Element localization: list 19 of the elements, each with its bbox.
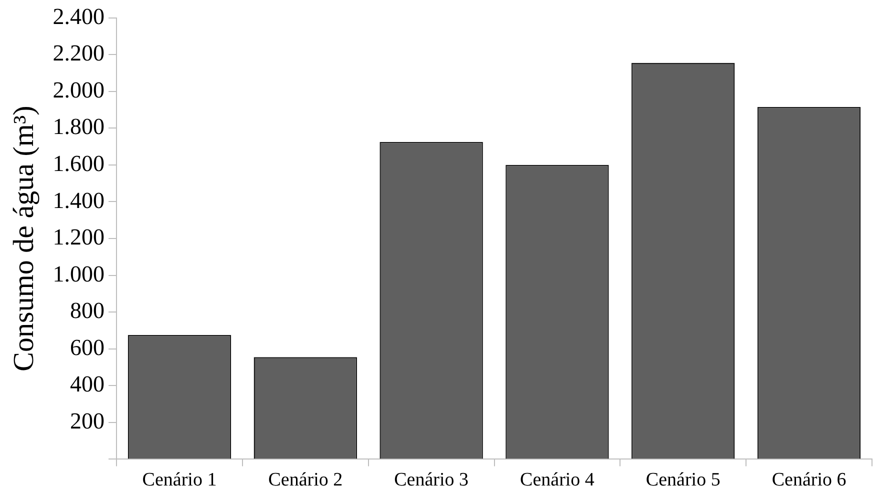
y-tick-label: 1.000 — [52, 261, 105, 286]
y-tick-label: 200 — [70, 408, 105, 434]
x-tick-label: Cenário 6 — [772, 470, 846, 491]
y-tick-label: 2.200 — [52, 40, 105, 66]
y-tick-label: 400 — [70, 372, 105, 397]
y-tick-label: 2.400 — [52, 4, 105, 29]
y-tick-label: 2.000 — [52, 77, 105, 102]
x-tick-label: Cenário 1 — [142, 470, 217, 491]
y-axis-title: Consumo de água (m³) — [8, 106, 40, 372]
y-tick-label: 1.400 — [52, 188, 105, 213]
y-tick-label: 1.800 — [52, 114, 105, 140]
y-tick-label: 1.200 — [52, 224, 105, 250]
y-tick-label: 1.600 — [52, 150, 105, 176]
y-tick-label: 800 — [70, 298, 105, 324]
x-tick-label: Cenário 2 — [268, 470, 343, 491]
x-tick-label: Cenário 5 — [646, 470, 720, 491]
x-tick-label: Cenário 4 — [520, 470, 595, 491]
x-tick-label: Cenário 3 — [394, 470, 469, 491]
y-tick-label: 600 — [70, 334, 105, 360]
